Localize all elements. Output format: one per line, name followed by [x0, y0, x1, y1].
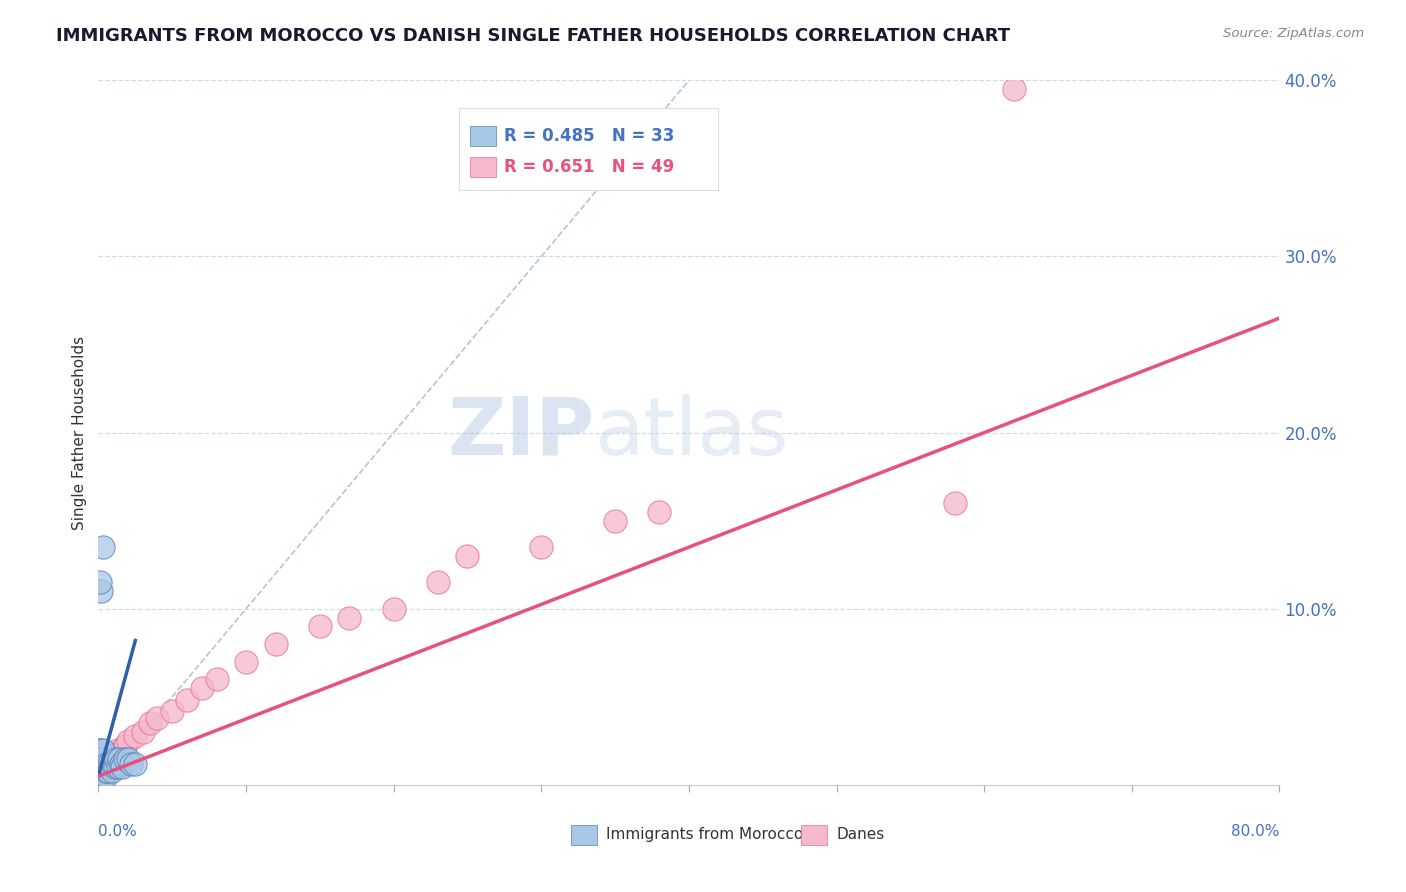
Point — [96, 764, 118, 778]
Point — [235, 655, 257, 669]
Point — [89, 751, 111, 765]
Text: IMMIGRANTS FROM MOROCCO VS DANISH SINGLE FATHER HOUSEHOLDS CORRELATION CHART: IMMIGRANTS FROM MOROCCO VS DANISH SINGLE… — [56, 27, 1011, 45]
Point — [94, 751, 117, 765]
Point — [89, 769, 111, 783]
Point — [89, 769, 111, 783]
Point — [105, 751, 128, 765]
Point — [176, 693, 198, 707]
Point — [94, 764, 117, 778]
Point — [94, 756, 117, 771]
Point — [110, 756, 132, 771]
Y-axis label: Single Father Households: Single Father Households — [72, 335, 87, 530]
Point — [146, 711, 169, 725]
Text: R = 0.651   N = 49: R = 0.651 N = 49 — [503, 158, 673, 176]
Bar — [801, 825, 827, 845]
Point — [117, 734, 139, 748]
Point — [108, 751, 131, 765]
Point — [97, 756, 120, 771]
Bar — [471, 126, 496, 145]
Point — [943, 496, 966, 510]
Point — [89, 764, 111, 778]
Text: 80.0%: 80.0% — [1232, 823, 1279, 838]
Point — [120, 756, 142, 771]
Text: Danes: Danes — [837, 828, 884, 842]
Point — [89, 742, 111, 756]
Point — [89, 760, 111, 774]
Point — [98, 760, 121, 774]
Text: Source: ZipAtlas.com: Source: ZipAtlas.com — [1223, 27, 1364, 40]
Point — [457, 549, 479, 563]
Point — [91, 769, 114, 783]
Point — [191, 681, 214, 695]
Point — [110, 746, 132, 760]
Point — [100, 756, 122, 771]
Point — [382, 601, 405, 615]
FancyBboxPatch shape — [458, 109, 718, 189]
Point — [132, 725, 155, 739]
Point — [100, 764, 122, 778]
Point — [605, 514, 627, 528]
Bar — [471, 157, 496, 177]
Point — [90, 764, 112, 778]
Point — [205, 673, 228, 687]
Bar — [571, 825, 596, 845]
Point — [89, 575, 111, 590]
Point — [530, 540, 553, 554]
Point — [104, 760, 127, 774]
Point — [139, 716, 162, 731]
Point — [111, 742, 134, 756]
Point — [91, 540, 114, 554]
Point — [648, 505, 671, 519]
Point — [1002, 82, 1025, 96]
Point — [94, 764, 117, 778]
Point — [96, 760, 118, 774]
Point — [96, 751, 118, 765]
Point — [98, 760, 121, 774]
Point — [89, 742, 111, 756]
Text: R = 0.485   N = 33: R = 0.485 N = 33 — [503, 127, 673, 145]
Point — [103, 751, 125, 765]
Point — [114, 739, 136, 754]
Point — [97, 756, 120, 771]
Point — [89, 760, 111, 774]
Point — [111, 760, 134, 774]
Point — [339, 610, 361, 624]
Point — [427, 575, 450, 590]
Point — [91, 742, 114, 756]
Point — [90, 756, 112, 771]
Text: atlas: atlas — [595, 393, 789, 472]
Point — [90, 584, 112, 599]
Point — [90, 769, 112, 783]
Point — [309, 619, 332, 633]
Point — [94, 769, 117, 783]
Point — [93, 769, 115, 783]
Point — [103, 756, 125, 771]
Text: ZIP: ZIP — [447, 393, 595, 472]
Point — [90, 769, 112, 783]
Point — [114, 751, 136, 765]
Point — [107, 760, 129, 774]
Point — [89, 751, 111, 765]
Point — [91, 751, 114, 765]
Point — [117, 751, 139, 765]
Point — [264, 637, 287, 651]
Text: Immigrants from Morocco: Immigrants from Morocco — [606, 828, 803, 842]
Point — [93, 760, 115, 774]
Point — [93, 769, 115, 783]
Point — [162, 704, 183, 718]
Point — [107, 742, 129, 756]
Point — [124, 756, 146, 771]
Point — [93, 760, 115, 774]
Point — [124, 729, 146, 743]
Point — [91, 760, 114, 774]
Point — [90, 760, 112, 774]
Point — [91, 760, 114, 774]
Point — [90, 751, 112, 765]
Point — [91, 769, 114, 783]
Point — [105, 751, 128, 765]
Point — [104, 760, 127, 774]
Text: 0.0%: 0.0% — [98, 823, 138, 838]
Point — [90, 746, 112, 760]
